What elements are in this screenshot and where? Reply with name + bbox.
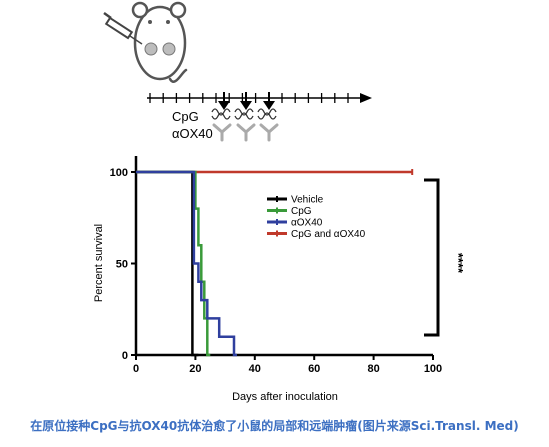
legend-label-1: CpG <box>291 206 312 217</box>
syringe-icon <box>103 11 143 45</box>
x-tick-label-60: 60 <box>308 363 320 375</box>
mouse-illustration <box>131 1 188 83</box>
y-axis-ticks: 0 50 100 <box>110 167 136 362</box>
x-axis-label: Days after inoculation <box>232 391 338 403</box>
series-line-0 <box>136 170 199 357</box>
y-tick-label-50: 50 <box>116 259 128 271</box>
y-tick-label-100: 100 <box>110 167 128 179</box>
x-tick-label-40: 40 <box>249 363 261 375</box>
legend-label-2: αOX40 <box>291 218 323 229</box>
y-axis-label: Percent survival <box>93 224 105 302</box>
dosing-arrows <box>218 92 275 110</box>
axes <box>134 156 433 357</box>
legend-label-3: CpG and αOX40 <box>291 229 366 240</box>
series-line-1 <box>136 170 211 357</box>
series-line-2 <box>136 170 237 357</box>
x-axis-ticks: 0 20 40 60 80 100 <box>133 355 442 375</box>
treatment-timeline: CpG αOX40 <box>147 92 372 142</box>
timeline-label-cpg: CpG <box>172 109 199 124</box>
x-tick-label-20: 20 <box>189 363 201 375</box>
tumor-icon <box>144 42 176 56</box>
significance-stars: **** <box>451 253 466 274</box>
timeline-ticks <box>149 93 349 103</box>
y-tick-label-0: 0 <box>122 350 128 362</box>
antibody-icons <box>212 123 279 142</box>
x-tick-label-100: 100 <box>424 363 442 375</box>
x-tick-label-0: 0 <box>133 363 139 375</box>
series-layer <box>136 169 414 357</box>
timeline-label-aox40: αOX40 <box>172 126 213 141</box>
significance-bracket: **** <box>424 178 466 337</box>
cpg-dna-icons <box>211 108 277 120</box>
x-tick-label-80: 80 <box>367 363 379 375</box>
survival-chart: 0 20 40 60 80 100 0 50 100 Days after inoculati… <box>93 156 466 403</box>
legend-label-0: Vehicle <box>291 195 324 206</box>
figure-caption: 在原位接种CpG与抗OX40抗体治愈了小鼠的局部和远端肿瘤(图片来源Sci.Tr… <box>30 419 519 433</box>
